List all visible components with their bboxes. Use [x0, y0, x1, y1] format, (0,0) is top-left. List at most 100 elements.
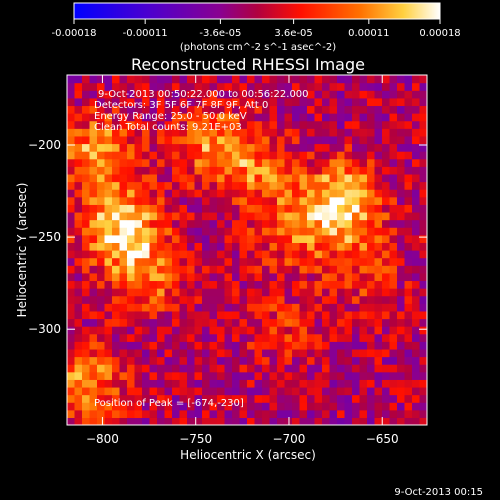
heatmap-cell — [112, 219, 121, 228]
heatmap-cell — [104, 204, 113, 213]
heatmap-cell — [89, 265, 98, 274]
heatmap-cell — [344, 417, 353, 425]
heatmap-cell — [329, 234, 338, 243]
heatmap-cell — [239, 310, 248, 320]
heatmap-cell — [307, 409, 316, 418]
heatmap-cell — [112, 417, 121, 425]
heatmap-cell — [239, 371, 248, 380]
heatmap-cell — [224, 257, 233, 266]
heatmap-cell — [67, 211, 76, 221]
heatmap-cell — [419, 143, 427, 152]
heatmap-cell — [89, 75, 98, 84]
heatmap-cell — [97, 227, 106, 236]
heatmap-cell — [299, 204, 308, 213]
heatmap-cell — [82, 166, 91, 175]
heatmap-cell — [344, 272, 353, 282]
heatmap-cell — [367, 166, 376, 175]
heatmap-cell — [307, 257, 316, 266]
heatmap-cell — [149, 371, 158, 380]
heatmap-cell — [82, 211, 91, 221]
heatmap-cell — [172, 97, 181, 107]
heatmap-cell — [359, 303, 368, 312]
heatmap-cell — [119, 310, 128, 320]
heatmap-cell — [112, 409, 121, 418]
heatmap-cell — [412, 90, 421, 99]
heatmap-cell — [292, 272, 301, 282]
heatmap-cell — [157, 288, 166, 297]
heatmap-cell — [292, 318, 301, 327]
heatmap-cell — [67, 173, 76, 183]
heatmap-cell — [202, 348, 211, 358]
heatmap-cell — [127, 379, 136, 388]
heatmap-cell — [389, 348, 398, 358]
heatmap-cell — [404, 97, 413, 107]
heatmap-cell — [157, 333, 166, 342]
heatmap-cell — [127, 75, 136, 84]
heatmap-cell — [74, 113, 83, 122]
heatmap-cell — [202, 318, 211, 327]
heatmap-cell — [157, 143, 166, 152]
heatmap-cell — [262, 242, 271, 251]
heatmap-cell — [209, 386, 218, 396]
heatmap-cell — [359, 364, 368, 373]
heatmap-cell — [374, 166, 383, 175]
heatmap-cell — [269, 402, 278, 411]
heatmap-cell — [194, 75, 203, 84]
heatmap-cell — [209, 341, 218, 350]
heatmap-cell — [179, 272, 188, 282]
heatmap-cell — [412, 242, 421, 251]
heatmap-cell — [307, 303, 316, 312]
heatmap-cell — [322, 348, 331, 358]
heatmap-cell — [202, 333, 211, 342]
heatmap-cell — [322, 90, 331, 99]
heatmap-cell — [134, 326, 143, 335]
heatmap-cell — [367, 303, 376, 312]
heatmap-cell — [247, 288, 256, 297]
heatmap-cell — [254, 356, 263, 365]
heatmap-cell — [209, 295, 218, 304]
heatmap-cell — [97, 250, 106, 259]
heatmap-cell — [104, 265, 113, 274]
heatmap-cell — [134, 90, 143, 99]
heatmap-cell — [344, 113, 353, 122]
heatmap-cell — [89, 318, 98, 327]
heatmap-cell — [352, 310, 361, 320]
heatmap-cell — [299, 386, 308, 396]
heatmap-cell — [367, 356, 376, 365]
heatmap-cell — [277, 265, 286, 274]
heatmap-cell — [187, 151, 196, 160]
heatmap-cell — [352, 303, 361, 312]
heatmap-cell — [254, 181, 263, 190]
heatmap-cell — [104, 166, 113, 175]
heatmap-cell — [142, 280, 151, 289]
heatmap-cell — [314, 379, 323, 388]
heatmap-cell — [224, 409, 233, 418]
heatmap-cell — [127, 348, 136, 358]
heatmap-cell — [232, 120, 241, 129]
heatmap-cell — [419, 341, 427, 350]
heatmap-cell — [374, 364, 383, 373]
heatmap-cell — [134, 120, 143, 129]
heatmap-cell — [262, 120, 271, 129]
heatmap-cell — [307, 386, 316, 396]
heatmap-cell — [142, 272, 151, 282]
heatmap-cell — [82, 394, 91, 403]
heatmap-cell — [82, 379, 91, 388]
heatmap-cell — [382, 394, 391, 403]
heatmap-cell — [329, 288, 338, 297]
heatmap-cell — [142, 151, 151, 160]
heatmap-cell — [67, 135, 76, 145]
heatmap-cell — [419, 257, 427, 266]
heatmap-cell — [104, 234, 113, 243]
heatmap-cell — [247, 242, 256, 251]
heatmap-cell — [307, 364, 316, 373]
heatmap-cell — [224, 364, 233, 373]
heatmap-cell — [232, 242, 241, 251]
heatmap-cell — [307, 310, 316, 320]
heatmap-cell — [172, 303, 181, 312]
heatmap-cell — [269, 348, 278, 358]
heatmap-cell — [202, 105, 211, 114]
heatmap-cell — [329, 402, 338, 411]
heatmap-cell — [322, 371, 331, 380]
heatmap-cell — [352, 120, 361, 129]
